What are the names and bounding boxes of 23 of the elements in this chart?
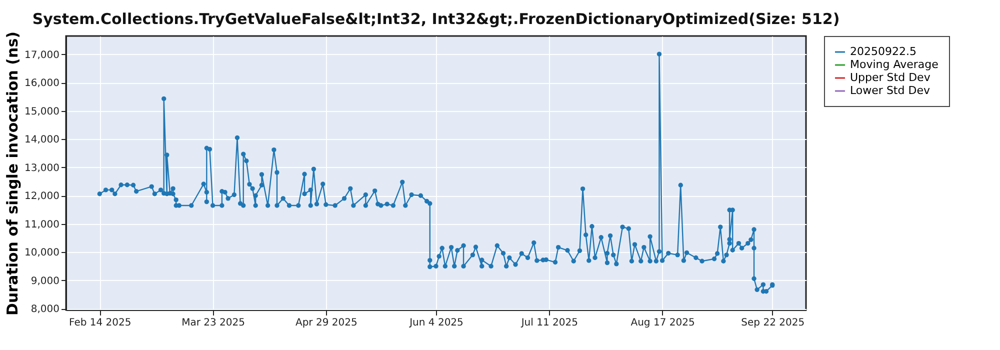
y-tick-label: 11,000 (24, 219, 60, 230)
legend-label: Lower Std Dev (850, 84, 930, 97)
y-tick-label: 10,000 (24, 248, 60, 259)
y-tick-label: 17,000 (24, 50, 60, 61)
y-axis-title: Duration of single invocation (ns) (4, 32, 22, 316)
y-tick-label: 12,000 (24, 191, 60, 202)
x-tick-label: Jun 4 2025 (408, 318, 464, 328)
y-tick-label: 14,000 (24, 134, 60, 146)
x-tick-label: Mar 23 2025 (182, 318, 245, 328)
y-tick-label: 16,000 (24, 78, 60, 90)
legend-label: Upper Std Dev (850, 71, 931, 84)
x-tick-label: Apr 29 2025 (295, 318, 358, 328)
y-tick-label: 13,000 (24, 162, 60, 174)
x-tick-label: Sep 22 2025 (741, 318, 805, 328)
x-tick-label: Feb 14 2025 (69, 318, 132, 328)
x-tick-label: Aug 17 2025 (630, 318, 695, 328)
y-tick-label: 15,000 (24, 106, 60, 118)
y-tick-label: 8,000 (30, 304, 60, 316)
y-tick-label: 9,000 (30, 276, 60, 287)
chart-title: System.Collections.TryGetValueFalse&lt;Int32, Int32&gt;.FrozenDictionaryOptimized(Size: 512) (32, 10, 840, 28)
legend-label: 20250922.5 (850, 45, 916, 58)
legend-label: Moving Average (850, 58, 939, 71)
x-tick-label: Jul 11 2025 (520, 318, 578, 328)
